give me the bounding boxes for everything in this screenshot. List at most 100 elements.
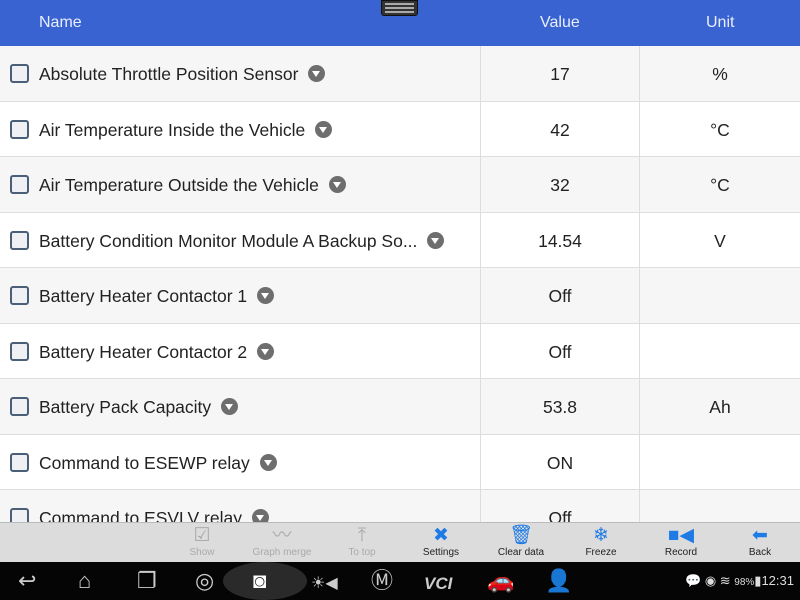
row-name: Command to ESEWP relay <box>39 453 277 474</box>
row-checkbox[interactable] <box>10 175 29 194</box>
table-row[interactable]: Battery Heater Contactor 1 Off <box>0 268 800 324</box>
row-value: 42 <box>480 101 640 156</box>
row-name: Battery Pack Capacity <box>39 397 239 418</box>
table-row[interactable]: Battery Pack Capacity 53.8 Ah <box>0 379 800 435</box>
table-row[interactable]: Command to ESEWP relay ON <box>0 434 800 490</box>
battery-level: 98% <box>734 577 755 588</box>
table-row[interactable]: Battery Condition Monitor Module A Backu… <box>0 212 800 268</box>
dropdown-icon[interactable] <box>221 398 239 415</box>
row-name-text: Command to ESEWP relay <box>39 452 250 473</box>
arrow-up-icon: ⤒ <box>357 525 367 546</box>
checkbox-icon: ☑ <box>193 525 211 546</box>
row-checkbox[interactable] <box>10 452 29 472</box>
graph-merge-button[interactable]: 〰 Graph merge <box>242 525 322 558</box>
back-button[interactable]: ⬅ Back <box>720 525 800 558</box>
column-name: Name <box>39 14 82 31</box>
settings-label: Settings <box>422 547 460 558</box>
row-value: 32 <box>480 157 640 212</box>
settings-button[interactable]: ✖ Settings <box>401 525 481 558</box>
wrench-icon: ✖ <box>433 525 449 546</box>
graph-merge-label: Graph merge <box>252 547 312 558</box>
to-top-button[interactable]: ⤒ To top <box>322 525 402 558</box>
show-label: Show <box>189 547 215 558</box>
row-name: Battery Condition Monitor Module A Backu… <box>39 230 445 252</box>
system-bar: ↩ ⌂ ❐ ◎ ◙ ☀◀ Ⓜ VCI 🚗 👤 💬 ◉ ≋ 98%▮12:31 <box>0 562 800 600</box>
table-row[interactable]: Command to ESVLV relay Off <box>0 490 800 522</box>
row-checkbox[interactable] <box>10 397 29 416</box>
brightness-volume-icon[interactable]: ☀◀ <box>311 575 338 592</box>
row-checkbox[interactable] <box>10 286 29 305</box>
column-value: Value <box>540 14 580 31</box>
dropdown-icon[interactable] <box>257 287 275 304</box>
dropdown-icon[interactable] <box>427 231 445 249</box>
freeze-button[interactable]: ❄ Freeze <box>561 525 641 558</box>
row-value: 17 <box>480 46 640 101</box>
row-unit: % <box>712 64 728 84</box>
graph-icon: 〰 <box>272 525 292 546</box>
remote-expert-icon[interactable]: 👤 <box>545 568 573 593</box>
row-name: Battery Heater Contactor 2 <box>39 341 275 363</box>
status-area: 💬 ◉ ≋ 98%▮12:31 <box>685 573 794 588</box>
chrome-icon[interactable]: ◎ <box>195 568 215 593</box>
row-unit: °C <box>710 175 730 195</box>
vehicle-icon[interactable]: 🚗 <box>487 568 515 593</box>
row-name-text: Battery Heater Contactor 2 <box>39 341 248 362</box>
to-top-label: To top <box>348 547 376 558</box>
record-button[interactable]: ■◀ Record <box>641 525 721 558</box>
dropdown-icon[interactable] <box>251 509 269 522</box>
dropdown-icon[interactable] <box>257 342 275 360</box>
row-value: Off <box>480 323 640 378</box>
row-checkbox[interactable] <box>10 508 29 522</box>
row-value: 14.54 <box>480 212 640 267</box>
vci-icon[interactable]: VCI <box>424 574 453 593</box>
clear-data-button[interactable]: 🗑 Clear data <box>481 525 561 558</box>
row-checkbox[interactable] <box>10 64 29 83</box>
row-value: ON <box>480 434 640 489</box>
row-unit: V <box>714 230 726 251</box>
dropdown-icon[interactable] <box>308 65 326 82</box>
dropdown-icon[interactable] <box>315 120 333 138</box>
back-arrow-icon: ⬅ <box>752 525 768 546</box>
column-unit: Unit <box>706 14 735 31</box>
row-unit: Ah <box>709 397 731 417</box>
row-checkbox[interactable] <box>10 119 29 139</box>
table-row[interactable]: Air Temperature Inside the Vehicle 42 °C <box>0 101 800 157</box>
table-row[interactable]: Air Temperature Outside the Vehicle 32 °… <box>0 157 800 213</box>
home-icon[interactable]: ⌂ <box>78 568 92 593</box>
table-row[interactable]: Absolute Throttle Position Sensor 17 % <box>0 46 800 102</box>
record-label: Record <box>664 547 698 558</box>
row-name: Air Temperature Inside the Vehicle <box>39 119 333 141</box>
row-name-text: Battery Pack Capacity <box>39 397 212 417</box>
video-camera-icon: ■◀ <box>667 525 695 546</box>
row-unit: °C <box>710 119 730 140</box>
maxifix-icon[interactable]: Ⓜ <box>371 568 394 593</box>
clear-data-label: Clear data <box>497 547 545 558</box>
row-checkbox[interactable] <box>10 341 29 361</box>
clock: 12:31 <box>761 573 794 588</box>
row-name-text: Command to ESVLV relay <box>39 508 242 522</box>
trash-icon: 🗑 <box>508 525 534 546</box>
recent-apps-icon[interactable]: ❐ <box>137 568 157 593</box>
row-name-text: Air Temperature Inside the Vehicle <box>39 119 306 140</box>
table-row[interactable]: Battery Heater Contactor 2 Off <box>0 323 800 379</box>
row-name: Air Temperature Outside the Vehicle <box>39 175 346 196</box>
row-name-text: Battery Heater Contactor 1 <box>39 286 248 306</box>
back-label: Back <box>748 547 772 558</box>
toolbar: ☑ Show 〰 Graph merge ⤒ To top ✖ Settings 🗑 Cl… <box>0 522 800 562</box>
camera-icon[interactable]: ◙ <box>253 568 267 593</box>
drag-handle[interactable] <box>381 0 418 16</box>
row-name-text: Absolute Throttle Position Sensor <box>39 64 299 84</box>
freeze-label: Freeze <box>585 547 617 558</box>
dropdown-icon[interactable] <box>259 453 277 471</box>
back-nav-icon[interactable]: ↩ <box>18 568 37 593</box>
row-value: 53.8 <box>480 379 640 434</box>
row-name: Absolute Throttle Position Sensor <box>39 64 326 85</box>
row-name: Command to ESVLV relay <box>39 508 269 522</box>
row-name-text: Air Temperature Outside the Vehicle <box>39 175 319 195</box>
row-name-text: Battery Condition Monitor Module A Backu… <box>39 230 418 251</box>
data-list[interactable]: (function(){ const d=JSON.parse(document… <box>0 46 800 522</box>
dropdown-icon[interactable] <box>328 176 346 193</box>
row-name: Battery Heater Contactor 1 <box>39 286 275 307</box>
row-checkbox[interactable] <box>10 230 29 250</box>
show-button[interactable]: ☑ Show <box>162 525 242 558</box>
